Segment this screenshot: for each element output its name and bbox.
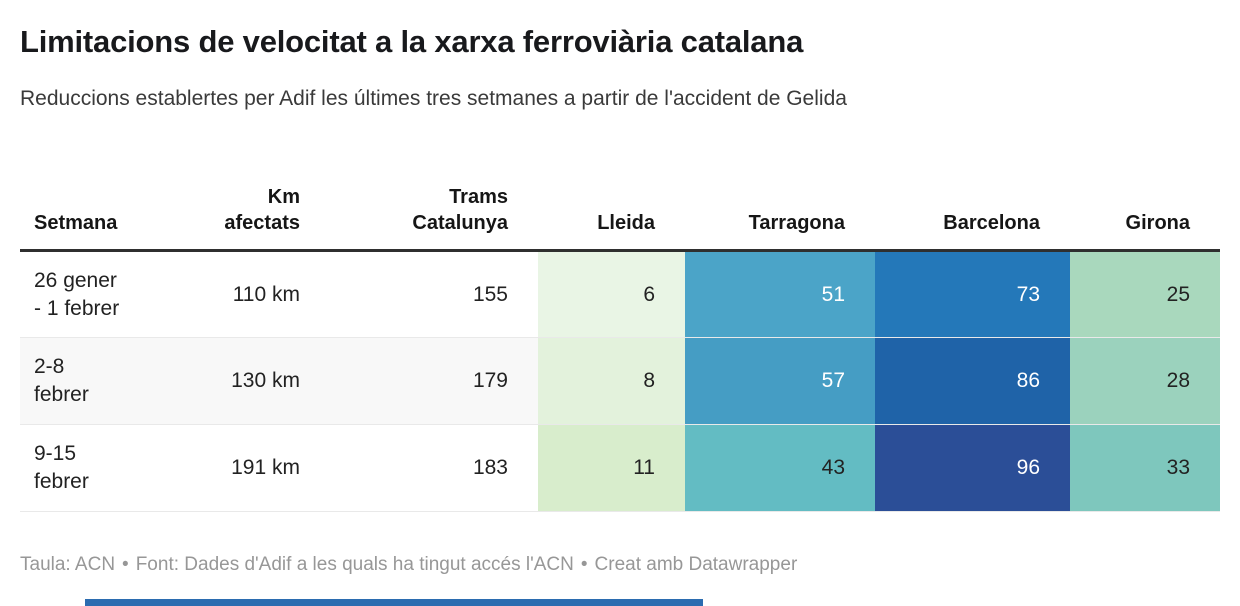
chart-container: Limitacions de velocitat a la xarxa ferr… bbox=[20, 24, 1220, 513]
table-header: Setmana Km afectats Trams Catalunya Llei… bbox=[20, 130, 1220, 253]
column-header-barcelona: Barcelona bbox=[875, 130, 1070, 253]
column-header-km-afectats: Km afectats bbox=[205, 130, 330, 253]
trams-cell: 179 bbox=[330, 337, 538, 426]
column-header-trams-catalunya: Trams Catalunya bbox=[330, 130, 538, 253]
heat-cell-lleida: 8 bbox=[538, 337, 685, 426]
column-header-tarragona: Tarragona bbox=[685, 130, 875, 253]
bottom-blue-bar bbox=[85, 599, 703, 606]
footer-credits: Taula: ACN • Font: Dades d'Adif a les qual… bbox=[0, 554, 1240, 576]
heat-cell-tarragona: 43 bbox=[685, 424, 875, 513]
heat-cell-girona: 25 bbox=[1070, 250, 1220, 339]
data-table: Setmana Km afectats Trams Catalunya Llei… bbox=[20, 130, 1220, 513]
header-row: Setmana Km afectats Trams Catalunya Llei… bbox=[20, 130, 1220, 253]
footer-separator: • bbox=[580, 554, 588, 576]
km-cell: 130 km bbox=[205, 337, 330, 426]
column-header-girona: Girona bbox=[1070, 130, 1220, 253]
heat-cell-barcelona: 96 bbox=[875, 424, 1070, 513]
column-header-lleida: Lleida bbox=[538, 130, 685, 253]
data-source: Font: Dades d'Adif a les quals ha tingut… bbox=[135, 554, 574, 576]
column-header-setmana: Setmana bbox=[20, 130, 205, 253]
page-title: Limitacions de velocitat a la xarxa ferr… bbox=[20, 24, 804, 59]
table-row: 26 gener - 1 febrer 110 km 155 6 51 73 2… bbox=[20, 250, 1220, 339]
table-row: 2-8 febrer 130 km 179 8 57 86 28 bbox=[20, 337, 1220, 426]
week-cell: 9-15 febrer bbox=[20, 424, 205, 513]
trams-cell: 155 bbox=[330, 250, 538, 339]
heat-cell-lleida: 6 bbox=[538, 250, 685, 339]
heat-cell-girona: 28 bbox=[1070, 337, 1220, 426]
trams-cell: 183 bbox=[330, 424, 538, 513]
km-cell: 110 km bbox=[205, 250, 330, 339]
heat-cell-lleida: 11 bbox=[538, 424, 685, 513]
week-cell: 2-8 febrer bbox=[20, 337, 205, 426]
heat-cell-girona: 33 bbox=[1070, 424, 1220, 513]
heat-cell-barcelona: 86 bbox=[875, 337, 1070, 426]
table-byline: Taula: ACN bbox=[20, 554, 116, 576]
heat-cell-tarragona: 57 bbox=[685, 337, 875, 426]
km-cell: 191 km bbox=[205, 424, 330, 513]
footer-separator: • bbox=[122, 554, 129, 576]
datawrapper-credit: Creat amb Datawrapper bbox=[594, 554, 798, 576]
table-body: 26 gener - 1 febrer 110 km 155 6 51 73 2… bbox=[20, 250, 1220, 513]
table-row: 9-15 febrer 191 km 183 11 43 96 33 bbox=[20, 424, 1220, 513]
heat-cell-tarragona: 51 bbox=[685, 250, 875, 339]
week-cell: 26 gener - 1 febrer bbox=[20, 250, 205, 339]
heat-cell-barcelona: 73 bbox=[875, 250, 1070, 339]
page-subtitle: Reduccions establertes per Adif les últi… bbox=[20, 86, 847, 110]
